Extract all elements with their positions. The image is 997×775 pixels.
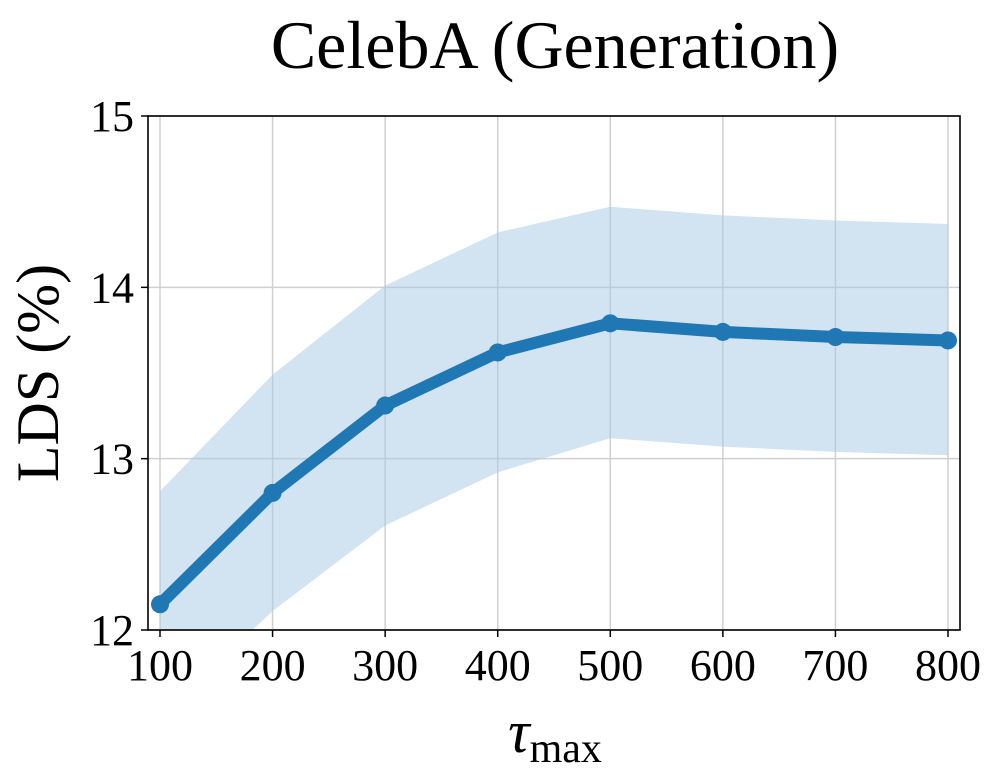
chart-title: CelebA (Generation) [271,7,839,83]
data-point [713,322,732,341]
data-points [151,314,957,614]
x-axis-ticks: 100 200 300 400 500 600 700 800 [127,630,981,690]
x-tick-label: 700 [802,641,868,690]
y-tick-label: 15 [90,92,134,141]
data-point [601,314,620,333]
x-axis-label-subscript: max [530,726,602,772]
y-tick-label: 13 [90,435,134,484]
y-tick-label: 14 [90,263,134,312]
data-point [939,331,957,350]
data-point [376,396,395,415]
x-tick-label: 800 [915,641,981,690]
y-axis-ticks: 12 13 14 15 [90,92,148,655]
y-tick-label: 12 [90,606,134,655]
data-point [263,483,282,502]
series-line [154,317,954,611]
data-point [826,328,845,347]
x-axis-label: τmax [508,699,602,772]
data-point [488,343,507,362]
data-point [151,595,169,614]
x-tick-label: 600 [690,641,756,690]
x-tick-label: 300 [352,641,418,690]
x-tick-label: 100 [127,641,193,690]
x-tick-label: 500 [577,641,643,690]
confidence-band-layer [160,206,948,630]
plot-frame [147,115,961,631]
y-axis-label: LDS (%) [5,264,71,482]
x-tick-label: 400 [465,641,531,690]
x-axis-label-symbol: τ [508,699,532,765]
confidence-band [160,206,948,630]
x-tick-label: 200 [240,641,306,690]
series-line-layer [154,317,954,611]
